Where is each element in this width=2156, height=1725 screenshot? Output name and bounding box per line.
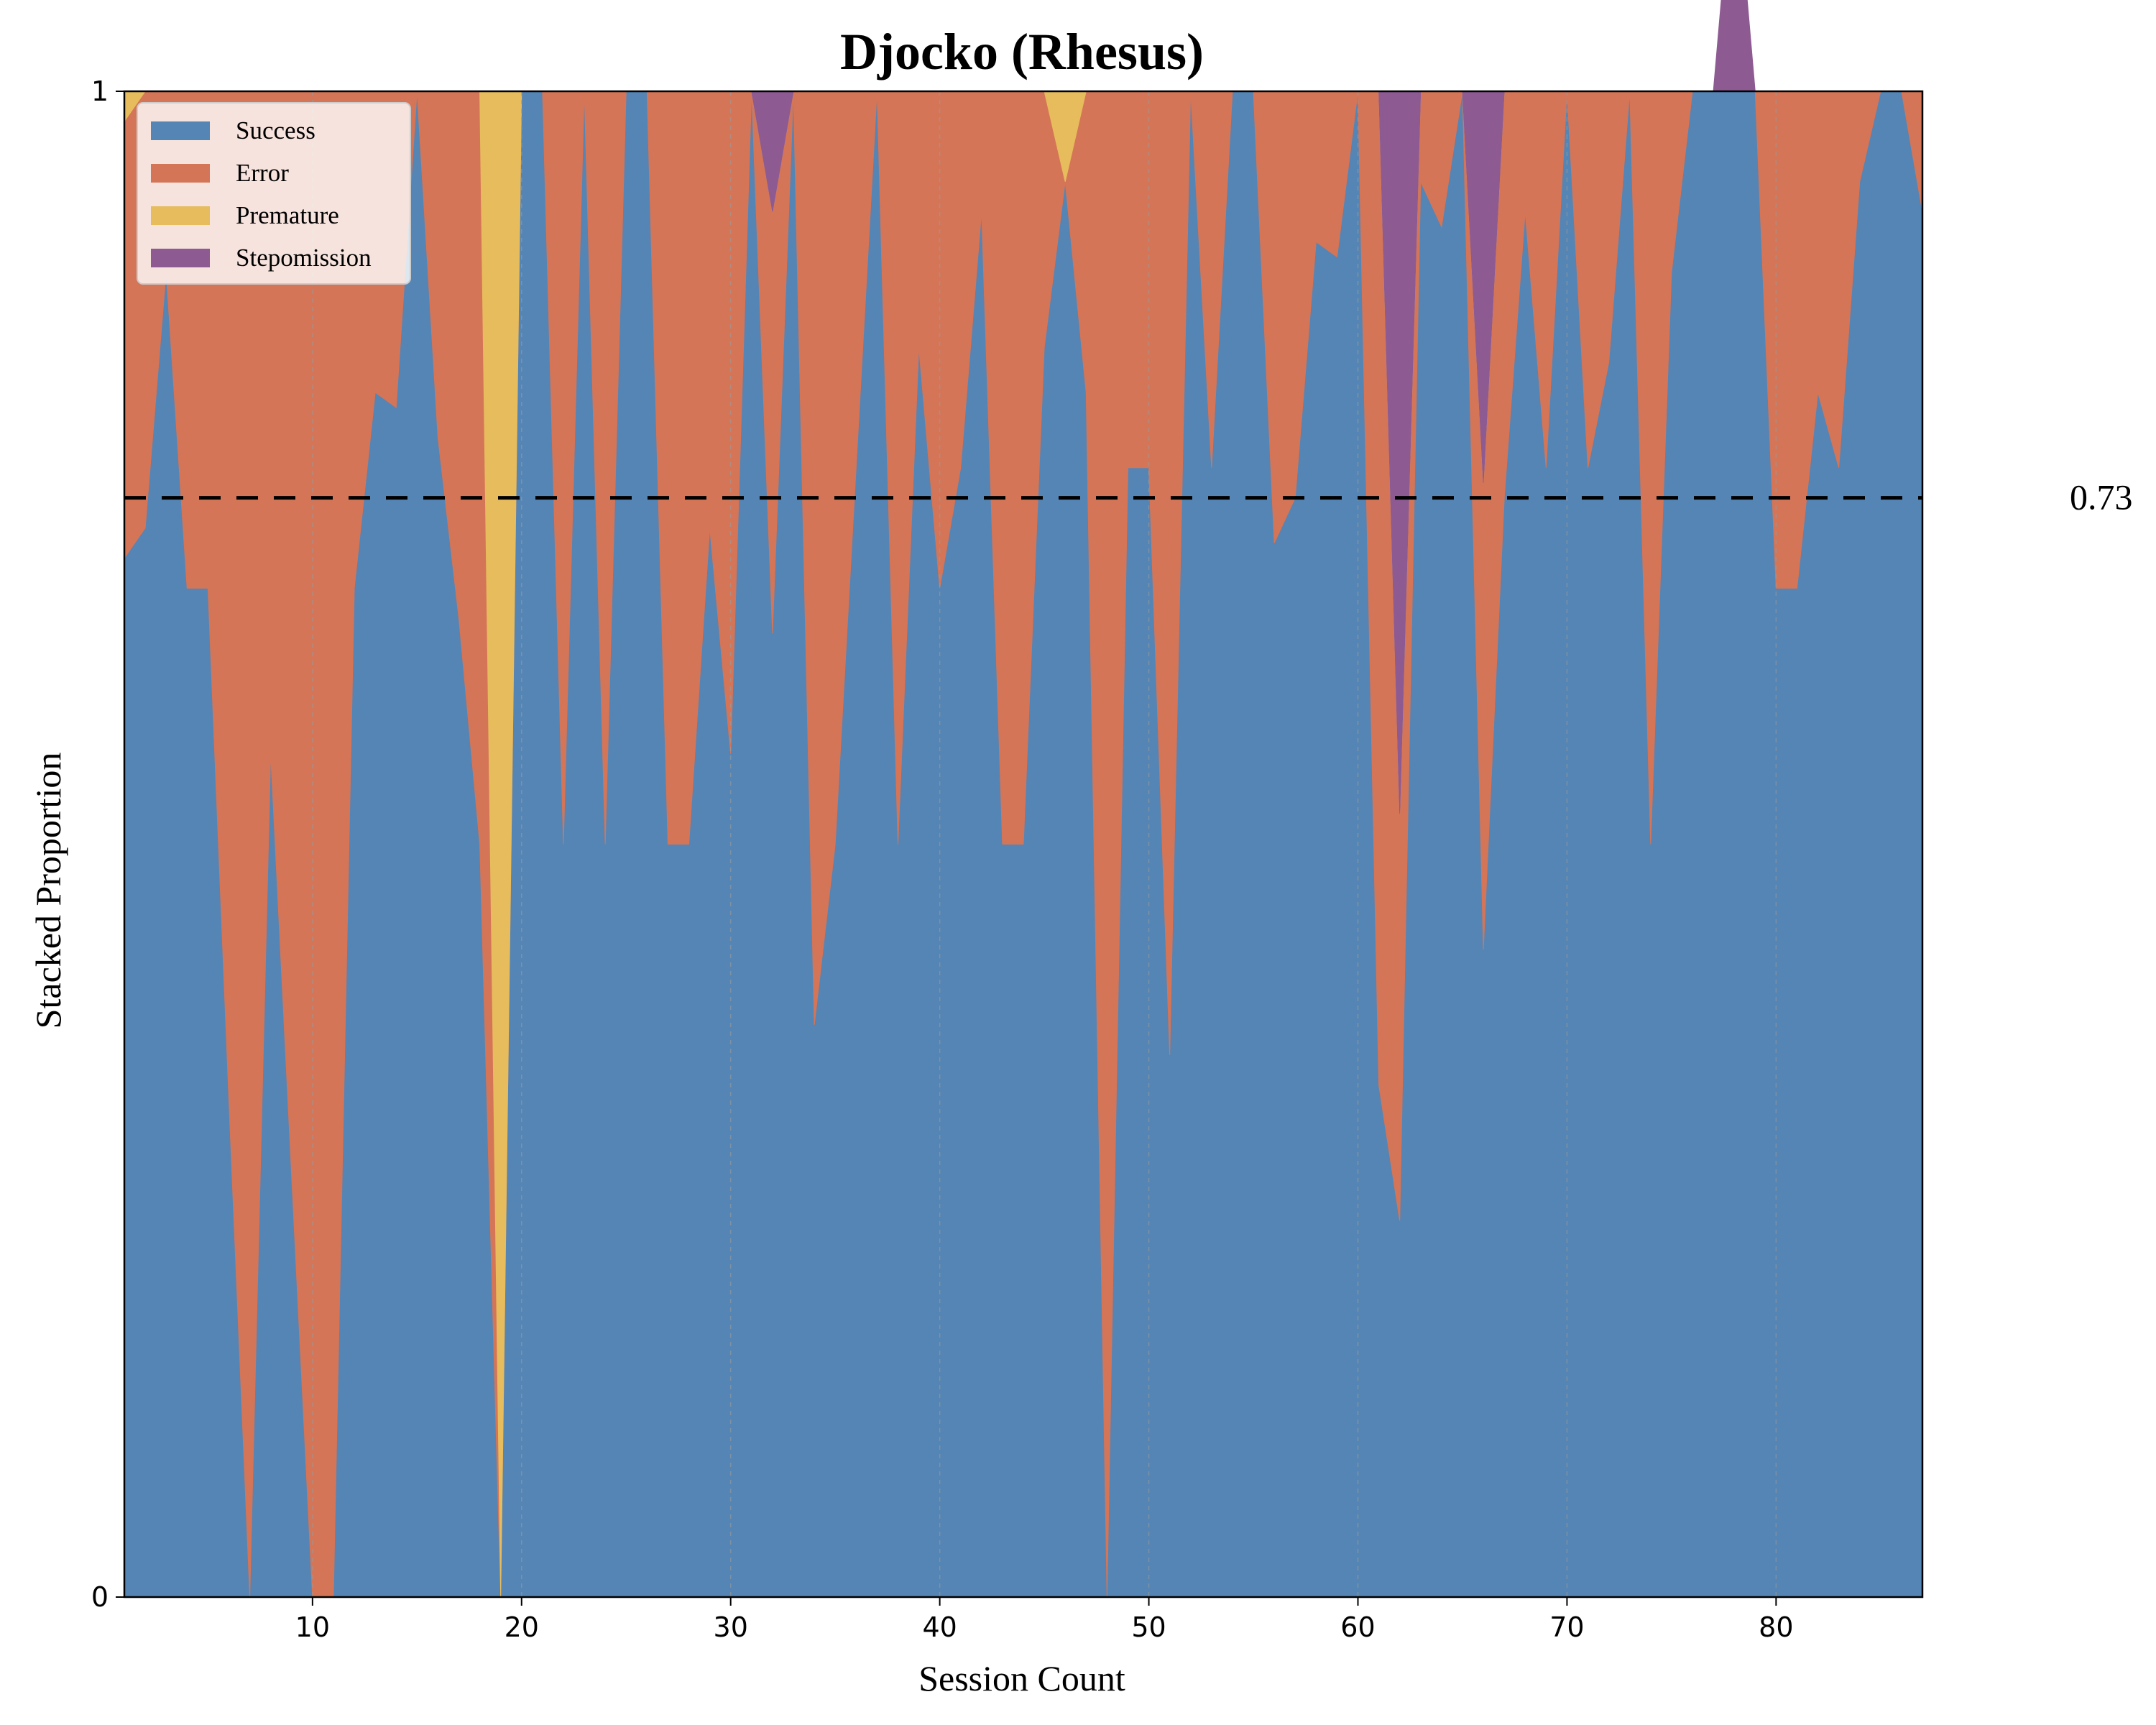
x-axis-ticks: 10 20 30 40 50 60 70 80 [295,1597,1794,1643]
vertical-gridlines [312,91,1777,1597]
plot-frame [123,90,1924,1598]
x-tick-label: 50 [1131,1611,1166,1643]
x-tick-label: 10 [295,1611,330,1643]
y-tick-label: 0 [91,1581,109,1613]
y-tick-label: 1 [91,75,109,107]
legend-swatch-success [151,121,210,140]
legend-label-premature: Premature [236,201,339,229]
legend-swatch-stepomission [151,249,210,267]
legend-label-success: Success [236,116,315,144]
x-tick-label: 80 [1759,1611,1793,1643]
x-tick-label: 60 [1340,1611,1375,1643]
x-tick-label: 70 [1549,1611,1584,1643]
legend: Success Error Premature Stepomission [137,102,411,285]
chart-title: Djocko (Rhesus) [840,23,1204,80]
legend-box [137,102,411,285]
x-axis-label: Session Count [918,1658,1125,1698]
legend-swatch-premature [151,206,210,225]
x-tick-label: 20 [505,1611,539,1643]
y-axis-ticks: 01 [91,75,124,1613]
y-axis-label: Stacked Proportion [28,753,68,1029]
x-tick-label: 30 [714,1611,748,1643]
legend-label-error: Error [236,159,289,187]
reference-line-group: 0.73 [124,477,2133,518]
x-tick-label: 40 [922,1611,957,1643]
legend-label-stepomission: Stepomission [236,244,372,272]
reference-line-label: 0.73 [2070,477,2133,518]
legend-swatch-error [151,164,210,183]
